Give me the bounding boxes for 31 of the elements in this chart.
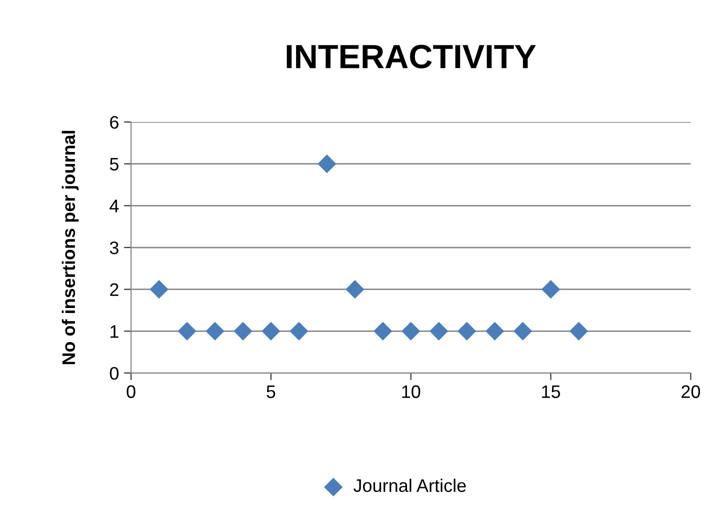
y-tick-label: 1 <box>110 325 118 338</box>
y-tick-label: 2 <box>110 283 118 296</box>
point <box>374 322 392 340</box>
point <box>318 154 336 174</box>
x-tick-label: 20 <box>682 385 700 398</box>
x-tick-label: 0 <box>126 385 136 398</box>
point <box>234 322 252 340</box>
point <box>290 322 308 340</box>
chart-title: INTERACTIVITY <box>286 44 536 68</box>
point <box>346 280 364 299</box>
y-tick-label: 3 <box>110 241 118 254</box>
x-tick-label: 10 <box>402 385 420 398</box>
point <box>513 322 532 340</box>
point <box>458 322 476 340</box>
point <box>486 322 504 340</box>
point <box>402 322 420 340</box>
y-tick-label: 0 <box>110 366 119 380</box>
y-tick-label: 6 <box>110 116 118 129</box>
point <box>150 280 168 299</box>
y-tick-label: 4 <box>110 200 119 212</box>
y-axis-title: No of insertions per journal <box>62 130 79 364</box>
point <box>178 322 196 340</box>
point <box>569 322 588 340</box>
y-tick-label: 5 <box>110 158 118 171</box>
x-tick-label: 5 <box>266 385 276 398</box>
x-tick-label: 15 <box>542 385 560 398</box>
point <box>206 322 224 340</box>
point <box>262 322 280 340</box>
point <box>430 322 448 340</box>
point <box>541 280 560 299</box>
legend-label: Journal Article <box>354 478 466 492</box>
